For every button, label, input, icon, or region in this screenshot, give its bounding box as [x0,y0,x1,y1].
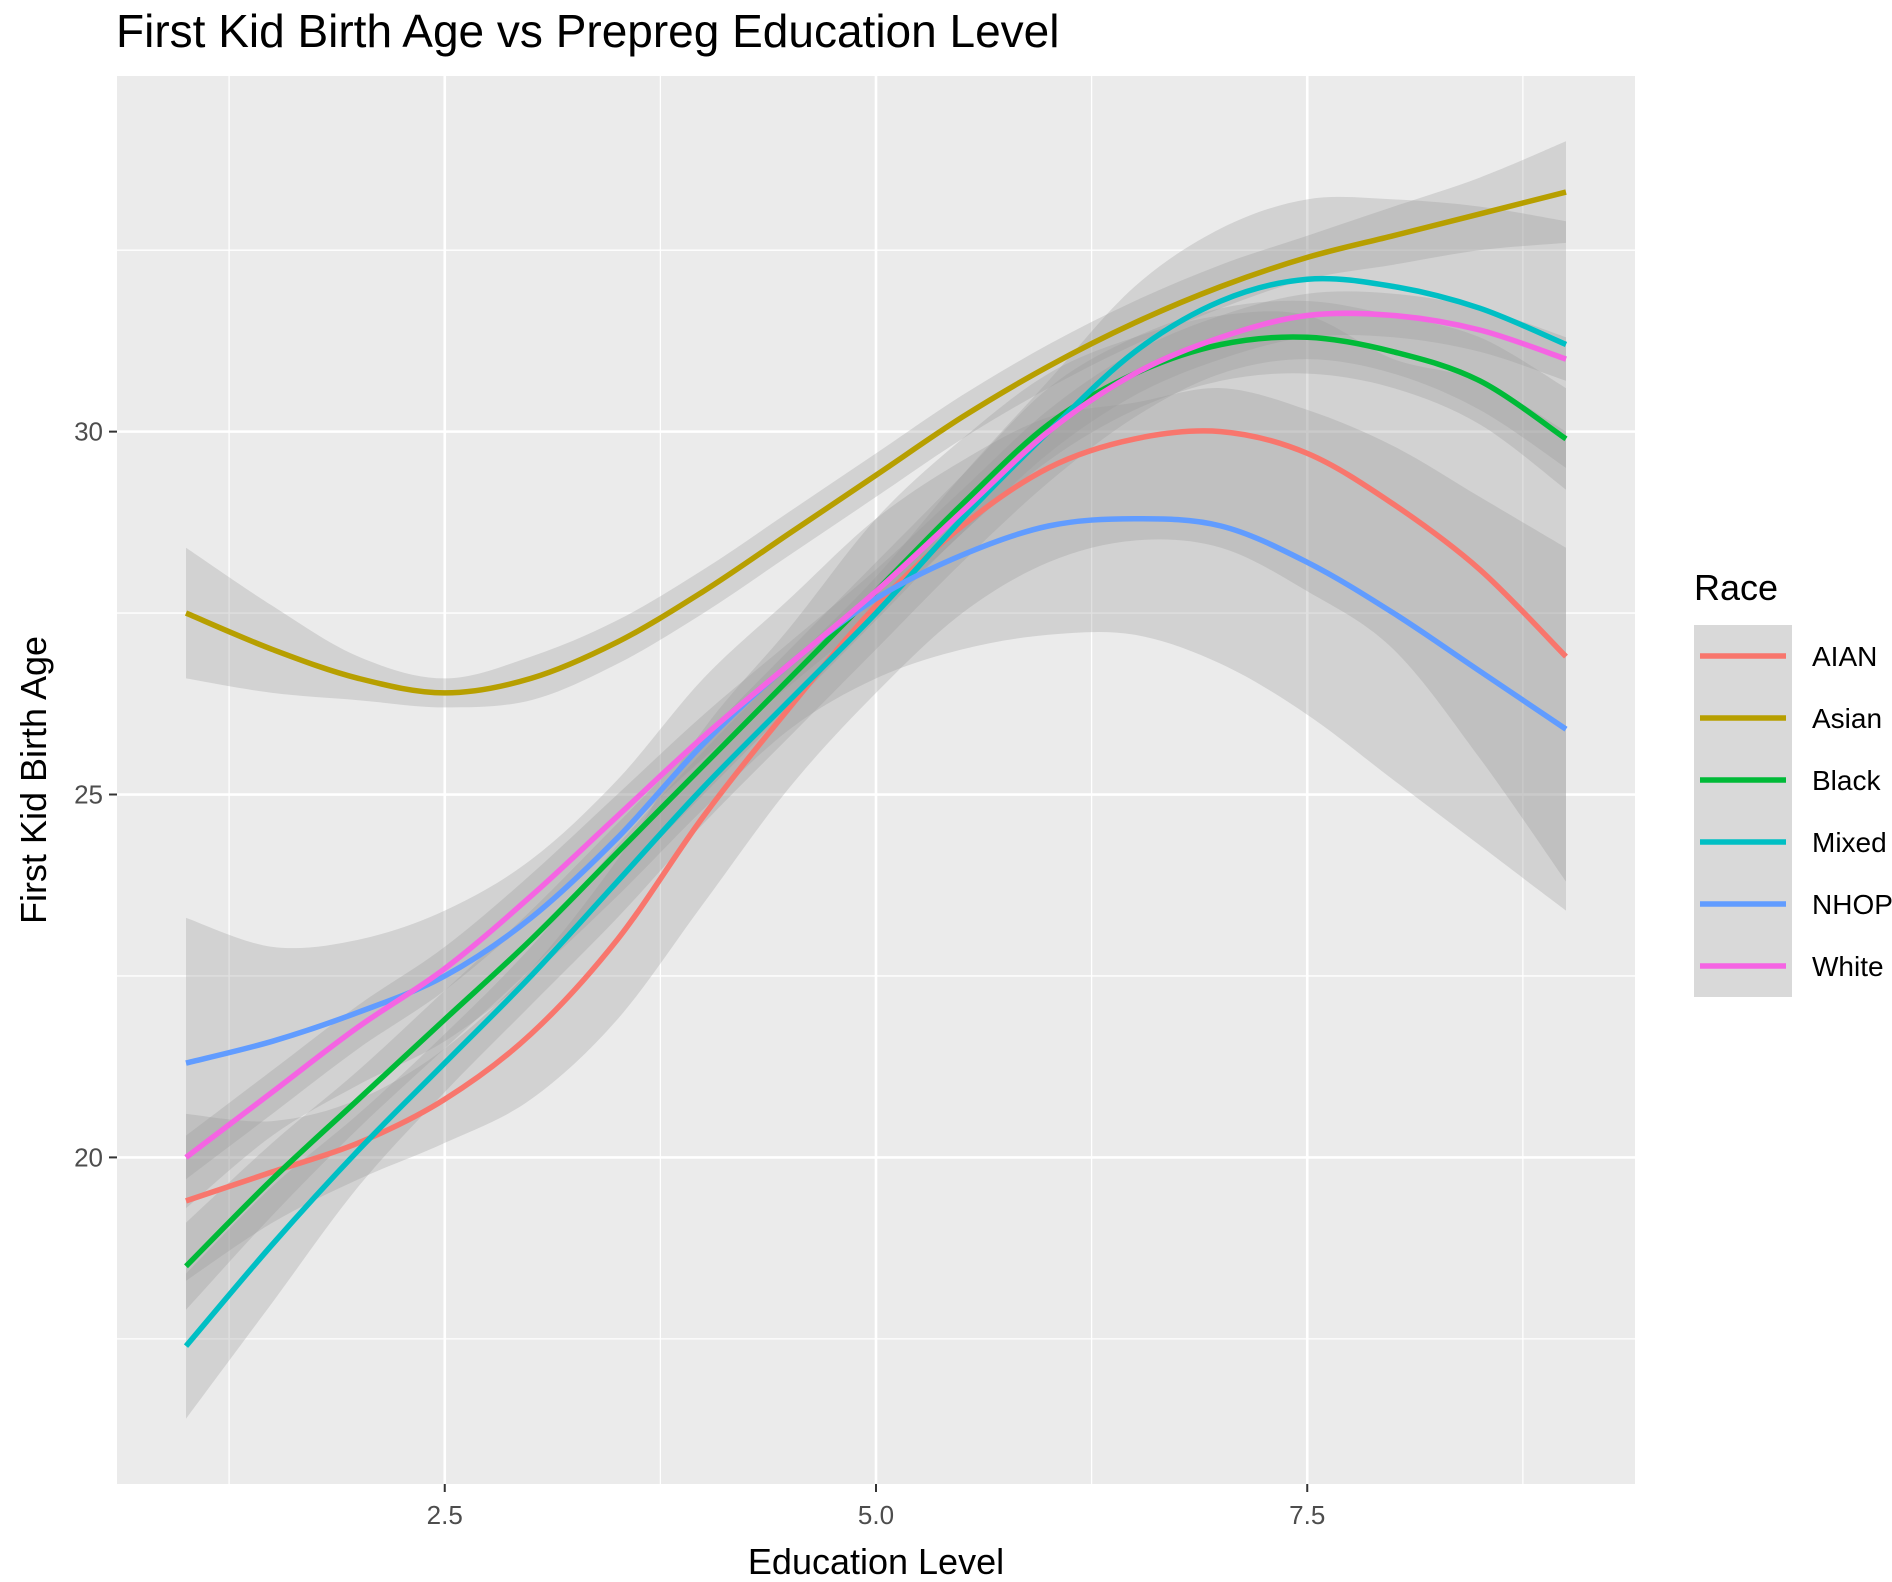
series-line-nhopi [185,515,1568,1066]
series-line-asian [184,189,1567,696]
series-line-white [184,310,1567,1160]
smooth-lines [183,189,1568,1348]
legend-label-mixed: Mixed [1812,827,1887,858]
y-tick-label: 30 [74,417,103,447]
legend-title: Race [1694,567,1778,608]
x-tick-label: 7.5 [1289,1500,1325,1530]
y-tick-label: 25 [74,780,103,810]
y-axis-title: First Kid Birth Age [13,636,54,924]
confidence-band-asian [186,141,1566,708]
legend-label-aian: AIAN [1812,641,1877,672]
legend-label-nhopi: NHOPI [1812,889,1892,920]
legend-label-asian: Asian [1812,703,1882,734]
axis-ticks: 2.5 5.0 7.5 20 25 30 [74,417,1325,1530]
y-tick-label: 20 [74,1142,103,1172]
series-line-mixed [183,275,1568,1348]
series-line-aian [185,428,1568,1204]
x-tick-label: 2.5 [427,1500,463,1530]
legend-label-black: Black [1812,765,1881,796]
confidence-band-nhopi [186,388,1566,1209]
x-axis-title: Education Level [748,1541,1004,1582]
chart-title: First Kid Birth Age vs Prepreg Education… [116,5,1059,57]
legend-label-white: White [1812,951,1884,982]
x-tick-label: 5.0 [858,1500,894,1530]
legend: Race AIAN Asian Black Mixed NHOPI White [1694,567,1892,997]
confidence-band-aian [186,311,1566,1281]
legend-key-background [1694,625,1792,997]
major-gridlines [117,76,1635,1484]
